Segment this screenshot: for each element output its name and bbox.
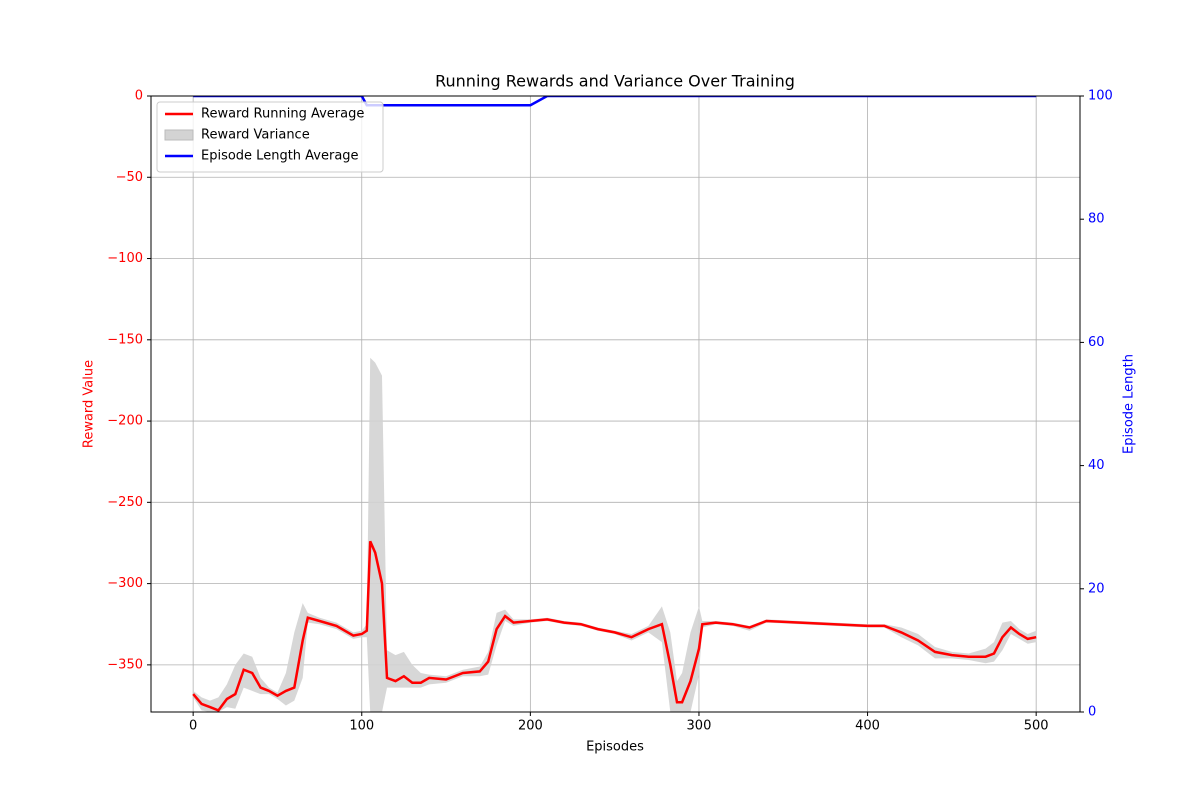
y2-tick-label: 100 bbox=[1088, 89, 1113, 104]
legend-label: Reward Running Average bbox=[201, 107, 364, 122]
legend-box bbox=[156, 101, 384, 173]
y2-tick-label: 40 bbox=[1088, 458, 1105, 473]
legend-label: Reward Variance bbox=[201, 128, 310, 143]
plot-frame bbox=[150, 95, 1081, 713]
y-tick-label: −150 bbox=[107, 332, 143, 347]
series-line bbox=[192, 540, 1037, 712]
y-tick-label: 0 bbox=[135, 89, 143, 104]
y2-tick-label: 80 bbox=[1088, 212, 1105, 227]
y2-tick-label: 20 bbox=[1088, 581, 1105, 596]
x-tick-label: 500 bbox=[1024, 719, 1049, 734]
y-tick-label: −350 bbox=[107, 657, 143, 672]
x-tick-label: 100 bbox=[349, 719, 374, 734]
x-tick-label: 0 bbox=[189, 719, 197, 734]
y-tick-label: −100 bbox=[107, 251, 143, 266]
x-tick-label: 300 bbox=[687, 719, 712, 734]
y-tick-label: −200 bbox=[107, 414, 143, 429]
legend-label: Episode Length Average bbox=[201, 149, 359, 164]
x-tick-label: 200 bbox=[518, 719, 543, 734]
plot-area bbox=[192, 96, 1037, 712]
chart-title: Running Rewards and Variance Over Traini… bbox=[435, 72, 795, 91]
y-tick-label: −300 bbox=[107, 576, 143, 591]
y-tick-label: −250 bbox=[107, 495, 143, 510]
x-tick-label: 400 bbox=[855, 719, 880, 734]
series-line bbox=[193, 96, 1037, 107]
variance-band bbox=[193, 357, 1037, 712]
y-axis-label: Reward Value bbox=[82, 360, 97, 448]
x-axis-label: Episodes bbox=[586, 740, 644, 755]
legend-swatch bbox=[164, 129, 194, 141]
y2-tick-label: 60 bbox=[1088, 335, 1105, 350]
y2-axis-label: Episode Length bbox=[1122, 354, 1137, 454]
y2-tick-label: 0 bbox=[1088, 705, 1096, 720]
y-tick-label: −50 bbox=[116, 170, 143, 185]
